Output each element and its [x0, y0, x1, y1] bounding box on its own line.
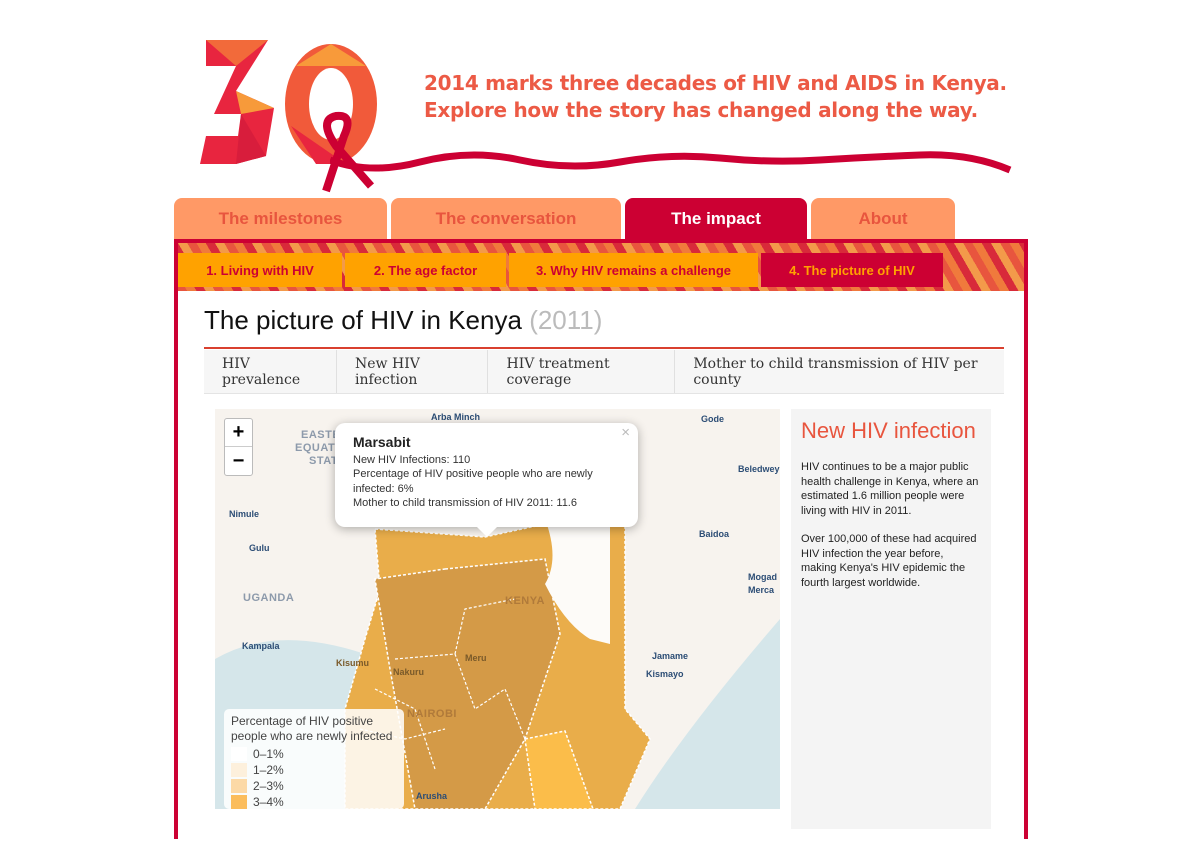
legend-item: 1–2% — [231, 762, 397, 778]
legend-label: 1–2% — [253, 762, 284, 777]
zoom-in-button[interactable]: + — [225, 419, 252, 447]
map-label: UGANDA — [243, 592, 295, 604]
sidebar-paragraph: Over 100,000 of these had acquired HIV i… — [801, 533, 977, 589]
legend-swatch — [231, 795, 247, 809]
30-logo — [200, 40, 377, 193]
content-panel: 1. Living with HIV 2. The age factor 3. … — [174, 239, 1028, 851]
map-label: Merca — [748, 585, 775, 595]
legend-label: 2–3% — [253, 778, 284, 793]
legend-swatch — [231, 763, 247, 777]
tab-milestones[interactable]: The milestones — [174, 198, 387, 240]
map-label: Baidoa — [699, 529, 730, 539]
legend-item: 2–3% — [231, 778, 397, 794]
info-sidebar: New HIV infection HIV continues to be a … — [791, 409, 991, 829]
map-label: EASTE — [301, 429, 341, 441]
map-label: STAT — [309, 455, 339, 467]
sidebar-paragraph: HIV continues to be a major public healt… — [801, 461, 979, 517]
close-icon[interactable]: × — [621, 424, 630, 441]
map-label: Arusha — [416, 791, 448, 801]
page-title: The picture of HIV in Kenya (2011) — [204, 305, 602, 336]
map-label: Arba Minch — [431, 412, 481, 422]
tab-conversation[interactable]: The conversation — [391, 198, 621, 240]
map-label: Kismayo — [646, 669, 684, 679]
map[interactable]: + − Arba Minch Gode EASTE EQUATO STAT Be… — [215, 409, 780, 809]
map-label: KENYA — [505, 595, 545, 607]
title-text: The picture of HIV in Kenya — [204, 305, 522, 335]
tab-impact[interactable]: The impact — [625, 198, 807, 240]
maptab-mtct[interactable]: Mother to child transmission of HIV per … — [693, 355, 978, 388]
map-label: Meru — [465, 653, 487, 663]
map-label: Kampala — [242, 641, 280, 651]
title-year: (2011) — [529, 305, 603, 335]
map-tabs: HIV prevalence New HIV infection HIV tre… — [204, 350, 1004, 394]
legend-title: Percentage of HIV positive people who ar… — [231, 714, 393, 743]
legend-label: 0–1% — [253, 746, 284, 761]
legend-item: 3–4% — [231, 794, 397, 809]
maptab-new-infection[interactable]: New HIV infection — [337, 350, 489, 393]
map-label: EQUATO — [295, 442, 345, 454]
county-popup: × Marsabit New HIV Infections: 110 Perce… — [335, 423, 638, 537]
map-label: Mogad — [748, 572, 777, 582]
map-label: Nakuru — [393, 667, 425, 677]
map-label: Nimule — [229, 509, 260, 519]
zoom-out-button[interactable]: − — [232, 449, 245, 472]
tagline-line2: Explore how the story has changed along … — [424, 98, 978, 122]
sidebar-title: New HIV infection — [801, 418, 976, 443]
ocean — [635, 619, 780, 809]
main-tabs: The milestones The conversation The impa… — [174, 198, 955, 240]
tab-about[interactable]: About — [811, 198, 955, 240]
legend-swatch — [231, 779, 247, 793]
maptab-treatment[interactable]: HIV treatment coverage — [488, 350, 676, 393]
tagline-line1: 2014 marks three decades of HIV and AIDS… — [424, 71, 1007, 95]
title-divider — [204, 347, 1004, 349]
map-label: Jamame — [652, 651, 689, 661]
maptab-prevalence[interactable]: HIV prevalence — [204, 350, 338, 393]
popup-line: New HIV Infections: 110 — [353, 453, 471, 466]
popup-title: Marsabit — [353, 434, 411, 450]
map-label: Gulu — [249, 543, 270, 553]
county-region[interactable] — [545, 504, 610, 644]
map-label: Gode — [701, 414, 725, 424]
legend-label: 3–4% — [253, 794, 284, 809]
legend-item: 0–1% — [231, 746, 397, 762]
subtab-why-challenge[interactable]: 3. Why HIV remains a challenge — [509, 253, 758, 287]
popup-line: Mother to child transmission of HIV 2011… — [353, 497, 577, 509]
zoom-control: + − — [224, 418, 253, 476]
legend-swatch — [231, 747, 247, 761]
popup-line: Percentage of HIV positive people who ar… — [353, 468, 593, 495]
subtab-picture-of-hiv[interactable]: 4. The picture of HIV — [761, 253, 943, 287]
sub-tabs: 1. Living with HIV 2. The age factor 3. … — [178, 253, 943, 287]
map-legend: Percentage of HIV positive people who ar… — [224, 709, 404, 809]
ribbon-decoration — [330, 151, 1012, 174]
subtab-age-factor[interactable]: 2. The age factor — [345, 253, 506, 287]
map-label: Beledwey — [738, 464, 780, 474]
county-region[interactable] — [524, 730, 594, 809]
map-label: Kisumu — [336, 658, 370, 668]
map-label: NAIROBI — [407, 708, 457, 720]
subtab-living-with-hiv[interactable]: 1. Living with HIV — [178, 253, 342, 287]
